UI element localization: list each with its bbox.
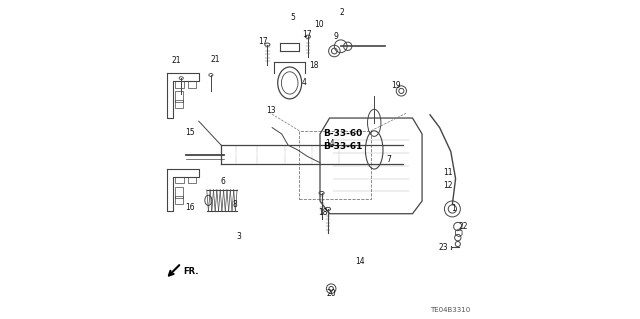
Text: 22: 22 <box>459 222 468 231</box>
Bar <box>175 91 183 102</box>
Text: 15: 15 <box>185 128 195 137</box>
Text: 11: 11 <box>443 168 452 177</box>
Text: TE04B3310: TE04B3310 <box>429 307 470 313</box>
Bar <box>175 81 184 88</box>
Text: 4: 4 <box>301 78 307 87</box>
Text: 16: 16 <box>185 203 195 212</box>
Bar <box>175 100 183 108</box>
Text: 17: 17 <box>259 37 268 46</box>
Bar <box>188 177 196 183</box>
Text: 18: 18 <box>310 61 319 70</box>
Text: 5: 5 <box>291 13 295 22</box>
Text: 19: 19 <box>391 81 401 90</box>
Bar <box>188 81 196 88</box>
Text: 6: 6 <box>220 177 225 186</box>
Bar <box>175 196 183 204</box>
Text: 1: 1 <box>452 204 456 213</box>
Text: B-33-60
B-33-61: B-33-60 B-33-61 <box>323 129 363 152</box>
Text: 14: 14 <box>355 257 365 266</box>
Bar <box>175 187 183 198</box>
Text: 3: 3 <box>236 232 241 241</box>
Text: 2: 2 <box>340 8 345 17</box>
Text: 23: 23 <box>439 243 449 252</box>
Text: FR.: FR. <box>183 267 198 276</box>
Text: 13: 13 <box>267 106 276 115</box>
Text: 12: 12 <box>443 181 452 189</box>
Text: 21: 21 <box>172 56 181 65</box>
Text: 14: 14 <box>324 139 334 148</box>
Text: 21: 21 <box>211 55 220 63</box>
Text: 18: 18 <box>318 208 327 217</box>
Text: 9: 9 <box>333 32 339 41</box>
Text: 17: 17 <box>302 30 312 39</box>
Text: 8: 8 <box>232 200 237 209</box>
Text: 10: 10 <box>314 20 324 29</box>
Bar <box>175 177 184 183</box>
Text: 20: 20 <box>326 289 336 298</box>
Text: 7: 7 <box>386 155 391 164</box>
